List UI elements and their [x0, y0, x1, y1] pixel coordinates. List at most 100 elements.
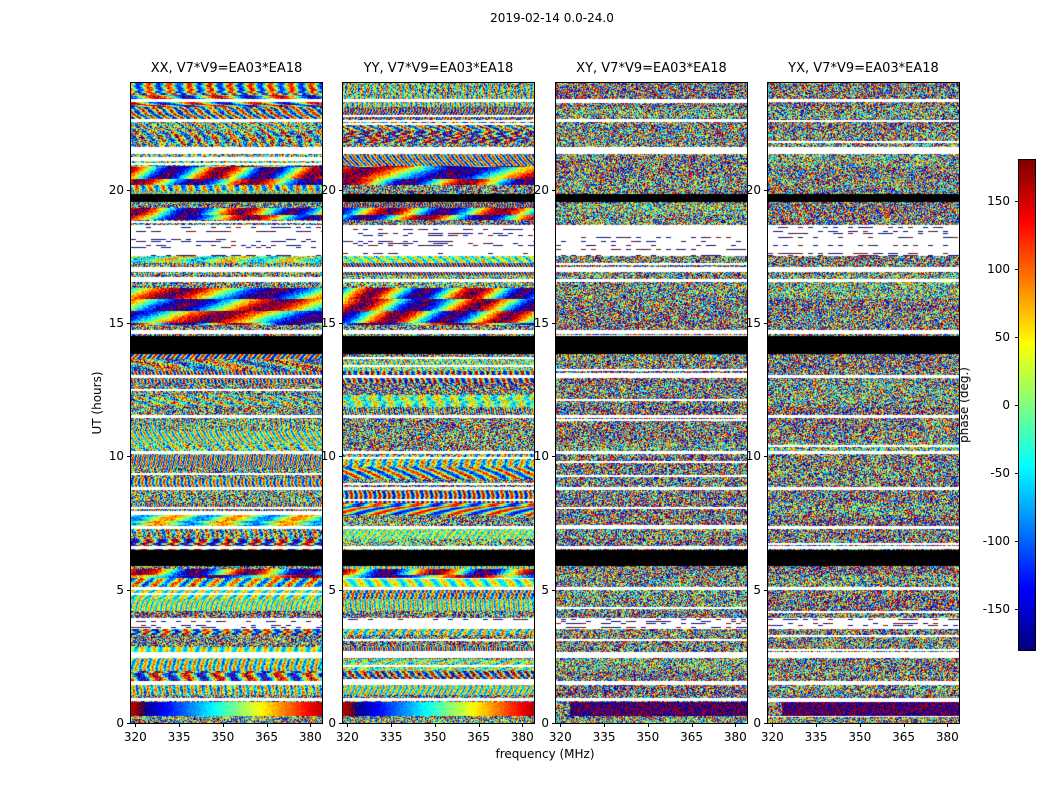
y-tick-label: 10	[108, 449, 124, 464]
y-tick	[339, 189, 343, 191]
phase-heatmap-xx	[131, 83, 322, 723]
y-tick-label: 15	[320, 316, 336, 330]
y-tick	[339, 456, 343, 458]
y-tick-label: 5	[116, 582, 124, 597]
y-tick	[552, 456, 556, 458]
y-tick-label: 5	[753, 582, 761, 597]
y-tick-label: 0	[328, 716, 336, 730]
colorbar-tick-label: 50	[994, 329, 1010, 344]
phase-heatmap-xy	[556, 83, 747, 723]
y-tick	[764, 323, 768, 324]
x-tick-label: 365	[892, 730, 916, 744]
colorbar-tick	[1015, 609, 1019, 611]
x-tick	[691, 723, 693, 727]
phase-heatmap-yx	[768, 83, 959, 723]
y-tick	[764, 456, 768, 458]
colorbar	[1018, 159, 1036, 651]
x-tick-label: 350	[211, 730, 235, 744]
x-tick-label: 380	[298, 730, 322, 744]
x-tick-label: 350	[848, 730, 872, 744]
colorbar-tick	[1015, 268, 1019, 270]
y-tick-label: 5	[328, 582, 336, 597]
y-tick	[127, 323, 131, 324]
panel-title-xx: XX, V7*V9=EA03*EA18	[150, 61, 303, 76]
y-tick-label: 0	[541, 716, 549, 730]
colorbar-tick-label: 0	[1002, 398, 1010, 412]
x-tick-label: 365	[680, 730, 704, 744]
y-tick	[339, 723, 343, 724]
x-tick	[735, 723, 737, 727]
y-tick	[552, 723, 556, 724]
y-tick	[127, 189, 131, 191]
y-tick	[127, 589, 131, 591]
y-tick-label: 20	[108, 182, 124, 197]
x-tick-label: 335	[379, 730, 403, 744]
x-tick-label: 365	[467, 730, 491, 744]
x-axis-label: frequency (MHz)	[495, 747, 595, 761]
x-tick-label: 380	[723, 730, 747, 744]
colorbar-label: phase (deg.)	[957, 367, 971, 443]
y-tick-label: 20	[745, 182, 761, 197]
x-tick-label: 335	[592, 730, 616, 744]
y-tick	[764, 589, 768, 591]
y-tick-label: 15	[533, 316, 549, 330]
x-tick-label: 350	[636, 730, 660, 744]
y-axis-label: UT (hours)	[90, 371, 104, 435]
x-tick	[222, 723, 224, 727]
colorbar-tick-label: 100	[987, 261, 1010, 276]
colorbar-tick	[1015, 200, 1019, 202]
x-tick	[179, 723, 181, 727]
x-tick-label: 320	[335, 730, 359, 744]
x-tick-label: 365	[255, 730, 279, 744]
x-tick	[522, 723, 524, 727]
colorbar-tick	[1015, 473, 1019, 475]
phase-heatmap-yy	[343, 83, 534, 723]
heatmap-panel-yx	[767, 82, 960, 724]
y-tick-label: 5	[541, 582, 549, 597]
x-tick-label: 320	[123, 730, 147, 744]
panel-title-xy: XY, V7*V9=EA03*EA18	[576, 61, 727, 76]
x-tick-label: 380	[935, 730, 959, 744]
x-tick	[266, 723, 268, 727]
heatmap-panel-yy	[342, 82, 535, 724]
x-tick-label: 335	[167, 730, 191, 744]
y-tick-label: 10	[533, 449, 549, 464]
panel-title-yx: YX, V7*V9=EA03*EA18	[788, 61, 939, 76]
x-tick	[647, 723, 649, 727]
colorbar-tick-label: -150	[982, 602, 1010, 617]
y-tick-label: 10	[745, 449, 761, 464]
x-tick	[310, 723, 312, 727]
y-tick-label: 15	[745, 316, 761, 330]
x-tick	[947, 723, 949, 727]
x-tick	[859, 723, 861, 727]
y-tick-label: 0	[753, 716, 761, 730]
y-tick	[552, 589, 556, 591]
x-tick-label: 350	[423, 730, 447, 744]
colorbar-tick	[1015, 405, 1019, 406]
y-tick	[339, 323, 343, 324]
y-tick	[552, 189, 556, 191]
x-tick	[391, 723, 393, 727]
panel-title-yy: YY, V7*V9=EA03*EA18	[363, 61, 514, 76]
colorbar-tick	[1015, 336, 1019, 338]
x-tick-label: 320	[548, 730, 572, 744]
x-tick	[347, 723, 349, 727]
heatmap-panel-xy	[555, 82, 748, 724]
figure-title: 2019-02-14 0.0-24.0	[490, 11, 614, 25]
x-tick	[434, 723, 436, 727]
y-tick-label: 15	[108, 316, 124, 330]
x-tick-label: 335	[804, 730, 828, 744]
heatmap-panel-xx	[130, 82, 323, 724]
y-tick	[552, 323, 556, 324]
x-tick-label: 320	[760, 730, 784, 744]
x-tick	[816, 723, 818, 727]
y-tick	[764, 189, 768, 191]
y-tick	[127, 723, 131, 724]
y-tick-label: 0	[116, 716, 124, 730]
y-tick	[339, 589, 343, 591]
x-tick	[772, 723, 774, 727]
colorbar-tick	[1015, 541, 1019, 543]
x-tick	[604, 723, 606, 727]
x-tick	[560, 723, 562, 727]
x-tick-label: 380	[510, 730, 534, 744]
